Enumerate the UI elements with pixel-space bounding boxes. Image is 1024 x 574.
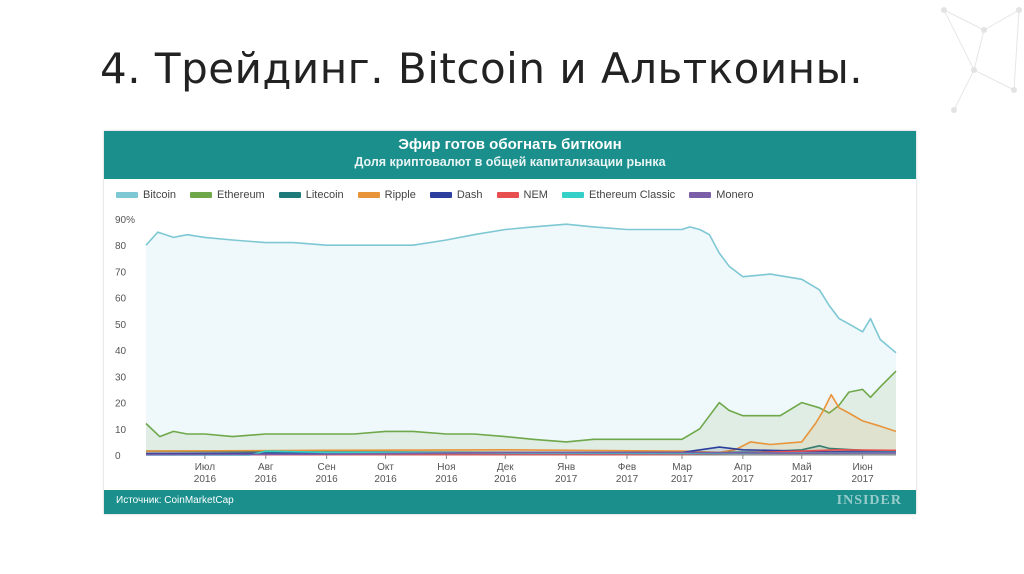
legend-label: Litecoin bbox=[305, 189, 344, 201]
x-tick-year: 2016 bbox=[494, 474, 517, 485]
series-line-monero bbox=[145, 451, 897, 456]
legend-swatch bbox=[190, 192, 213, 198]
x-tick-label: Июн bbox=[853, 462, 873, 473]
legend-item: Dash bbox=[429, 189, 483, 201]
series-area-ripple bbox=[146, 394, 896, 455]
y-tick-label: 50 bbox=[115, 320, 127, 331]
x-tick-label: Фев bbox=[618, 462, 636, 473]
legend-label: Ethereum Classic bbox=[588, 189, 676, 201]
legend-swatch bbox=[429, 192, 452, 198]
legend-swatch bbox=[116, 192, 138, 198]
chart-source: Источник: CoinMarketCap bbox=[116, 495, 234, 506]
chart-card: Эфир готов обогнать биткоин Доля криптов… bbox=[104, 131, 916, 514]
chart-title: Эфир готов обогнать биткоин bbox=[398, 136, 622, 153]
y-tick-label: 10 bbox=[115, 425, 127, 436]
x-tick-label: Май bbox=[792, 462, 812, 473]
legend-item: Monero bbox=[689, 189, 753, 201]
series-area-nem bbox=[146, 449, 896, 455]
legend-label: NEM bbox=[523, 189, 548, 201]
x-tick-year: 2017 bbox=[671, 474, 694, 485]
legend-item: Ethereum bbox=[190, 189, 265, 201]
x-tick-year: 2017 bbox=[851, 474, 874, 485]
legend-label: Ripple bbox=[384, 189, 416, 201]
legend-swatch bbox=[357, 192, 380, 198]
x-tick-year: 2017 bbox=[616, 474, 639, 485]
x-tick-year: 2016 bbox=[255, 474, 278, 485]
legend-swatch bbox=[689, 192, 712, 198]
legend-item: Litecoin bbox=[278, 189, 344, 201]
x-tick-year: 2016 bbox=[316, 474, 339, 485]
x-tick-label: Янв bbox=[557, 462, 575, 473]
y-tick-label: 70 bbox=[115, 267, 127, 278]
x-tick-year: 2017 bbox=[732, 474, 755, 485]
legend-swatch bbox=[496, 192, 519, 198]
x-tick-year: 2016 bbox=[435, 474, 458, 485]
y-tick-label: 40 bbox=[115, 346, 127, 357]
legend-label: Bitcoin bbox=[143, 189, 177, 201]
network-decoration bbox=[941, 7, 1022, 113]
x-tick-year: 2016 bbox=[374, 474, 397, 485]
legend-swatch bbox=[278, 192, 301, 198]
chart-footer: Источник: CoinMarketCap INSIDER bbox=[104, 490, 916, 514]
x-tick-label: Ноя bbox=[437, 462, 455, 473]
series-line-ethereum bbox=[145, 370, 897, 443]
legend-swatch bbox=[561, 192, 584, 198]
x-tick-year: 2016 bbox=[194, 474, 217, 485]
chart-header: Эфир готов обогнать биткоин Доля криптов… bbox=[104, 131, 916, 179]
x-tick-label: Июл bbox=[195, 462, 215, 473]
legend-label: Monero bbox=[716, 189, 754, 201]
x-tick-label: Сен bbox=[317, 462, 335, 473]
legend-item: Ethereum Classic bbox=[561, 189, 676, 201]
series-line-bitcoin bbox=[145, 223, 897, 354]
x-tick-label: Апр bbox=[734, 462, 752, 473]
x-tick-year: 2017 bbox=[791, 474, 814, 485]
legend-item: Bitcoin bbox=[116, 189, 176, 201]
legend-item: Ripple bbox=[357, 189, 416, 201]
y-tick-label: 60 bbox=[115, 294, 127, 305]
legend-label: Ethereum bbox=[217, 189, 265, 201]
x-tick-label: Мар bbox=[672, 462, 692, 473]
chart-plot: 0102030405060708090%Июл2016Авг2016Сен201… bbox=[115, 215, 897, 485]
legend-item: NEM bbox=[496, 189, 548, 201]
y-tick-label: 30 bbox=[115, 372, 127, 383]
x-tick-label: Дек bbox=[497, 462, 514, 473]
y-tick-label: 90% bbox=[115, 215, 135, 226]
chart-subtitle: Доля криптовалют в общей капитализации р… bbox=[354, 155, 666, 169]
x-tick-label: Окт bbox=[377, 462, 394, 473]
chart-legend: Bitcoin Ethereum Litecoin Ripple Dash NEM Ethe… bbox=[116, 189, 753, 201]
y-tick-label: 0 bbox=[115, 451, 121, 462]
y-tick-label: 20 bbox=[115, 399, 127, 410]
legend-label: Dash bbox=[456, 189, 483, 201]
y-tick-label: 80 bbox=[115, 241, 127, 252]
slide-title: 4. Трейдинг. Bitcoin и Альткоины. bbox=[100, 44, 864, 93]
series-line-ripple bbox=[145, 393, 897, 454]
series-area-bitcoin bbox=[146, 224, 896, 455]
series-line-nem bbox=[145, 449, 897, 456]
brand-logo: INSIDER bbox=[836, 493, 902, 508]
x-tick-label: Авг bbox=[258, 462, 274, 473]
x-tick-year: 2017 bbox=[555, 474, 578, 485]
